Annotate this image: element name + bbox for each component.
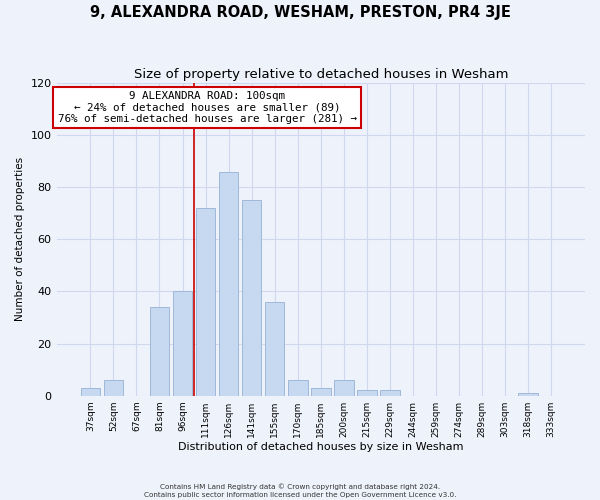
Bar	[196, 208, 215, 396]
Bar	[149, 307, 169, 396]
X-axis label: Distribution of detached houses by size in Wesham: Distribution of detached houses by size …	[178, 442, 464, 452]
Bar	[334, 380, 353, 396]
Y-axis label: Number of detached properties: Number of detached properties	[15, 158, 25, 322]
Bar	[80, 388, 100, 396]
Title: Size of property relative to detached houses in Wesham: Size of property relative to detached ho…	[134, 68, 508, 80]
Text: Contains HM Land Registry data © Crown copyright and database right 2024.
Contai: Contains HM Land Registry data © Crown c…	[144, 484, 456, 498]
Bar	[104, 380, 123, 396]
Bar	[380, 390, 400, 396]
Bar	[265, 302, 284, 396]
Text: 9 ALEXANDRA ROAD: 100sqm
← 24% of detached houses are smaller (89)
76% of semi-d: 9 ALEXANDRA ROAD: 100sqm ← 24% of detach…	[58, 91, 356, 124]
Bar	[518, 393, 538, 396]
Bar	[173, 292, 193, 396]
Bar	[242, 200, 262, 396]
Text: 9, ALEXANDRA ROAD, WESHAM, PRESTON, PR4 3JE: 9, ALEXANDRA ROAD, WESHAM, PRESTON, PR4 …	[89, 5, 511, 20]
Bar	[219, 172, 238, 396]
Bar	[357, 390, 377, 396]
Bar	[288, 380, 308, 396]
Bar	[311, 388, 331, 396]
